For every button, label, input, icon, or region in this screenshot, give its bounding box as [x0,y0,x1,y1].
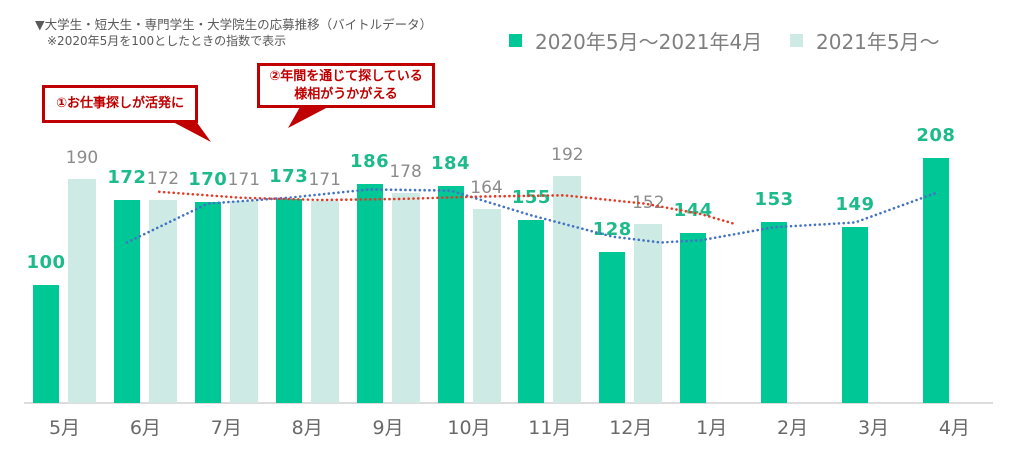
annotation-box-1: ①お仕事探しが活発に [42,85,211,142]
bar-10月-series1 [472,209,501,403]
bar-9月-series0 [356,184,383,403]
value-label-6月-series0: 172 [107,167,147,188]
value-label-9月-series0: 186 [350,151,390,172]
x-axis-label-6月: 6月 [129,417,161,439]
bar-12月-series0 [599,252,626,403]
x-axis-label-3月: 3月 [857,417,890,439]
x-axis-label-5月: 5月 [48,417,81,439]
value-label-11月-series1: 192 [551,145,584,165]
x-axis-label-10月: 10月 [447,417,491,439]
annotation-text-2-line1: ②年間を通じて探している [269,68,423,84]
x-axis-label-4月: 4月 [938,417,970,439]
value-label-8月-series1: 171 [308,170,341,190]
value-label-10月-series1: 164 [470,178,503,198]
chart-title: ▼大学生・短大生・専門学生・大学院生の応募推移（バイトルデータ） [35,17,433,32]
value-label-10月-series0: 184 [430,153,471,174]
chart-title-block: ▼大学生・短大生・専門学生・大学院生の応募推移（バイトルデータ） ※2020年5… [35,17,432,49]
value-label-9月-series1: 178 [389,162,422,182]
value-label-5月-series1: 190 [65,148,99,168]
bar-8月-series0 [275,199,302,403]
annotation-text-2-line2: 様相がうかがえる [294,86,398,102]
value-label-4月-series0: 208 [916,125,956,146]
x-axis-label-7月: 7月 [210,417,242,439]
bar-10月-series0 [437,186,464,403]
x-axis-line [24,402,993,404]
bar-3月-series0 [842,227,868,403]
bar-11月-series0 [518,220,545,403]
x-axis-label-1月: 1月 [696,417,728,439]
bar-5月-series0 [33,285,59,403]
value-label-7月-series1: 171 [227,170,261,190]
bar-1月-series0 [680,233,707,403]
annotation-box-2: ②年間を通じて探している 様相がうかがえる [257,63,435,128]
legend-swatch-2020 [509,34,522,47]
chart-subtitle: ※2020年5月を100としたときの指数で表示 [47,33,287,48]
bar-6月-series0 [113,200,140,403]
bar-11月-series1 [553,176,582,403]
x-axis-label-2月: 2月 [777,417,809,439]
bar-8月-series1 [310,201,339,403]
x-axis-label-9月: 9月 [372,417,404,439]
bar-7月-series0 [194,202,221,403]
x-axis-label-12月: 12月 [609,417,653,439]
legend-item-2021: 2021年5月〜 [790,26,940,55]
bar-12月-series1 [634,224,663,403]
value-label-6月-series1: 172 [146,169,180,189]
legend-label-2021: 2021年5月〜 [816,30,940,54]
value-label-3月-series0: 149 [835,194,875,215]
legend-item-2020: 2020年5月〜2021年4月 [509,26,762,55]
value-label-5月-series0: 100 [26,252,66,273]
bar-5月-series1 [68,179,96,403]
value-label-2月-series0: 153 [754,189,794,210]
value-label-8月-series0: 173 [269,166,309,187]
bar-9月-series1 [391,193,420,403]
x-axis-label-8月: 8月 [291,417,323,439]
value-label-12月-series0: 128 [592,219,632,240]
value-label-7月-series0: 170 [188,169,228,190]
annotation-text-1: ①お仕事探しが活発に [55,96,184,112]
bar-7月-series1 [229,201,258,403]
legend-swatch-2021 [790,34,803,47]
value-label-12月-series1: 152 [632,193,665,213]
bar-4月-series0 [922,158,949,403]
legend-label-2020: 2020年5月〜2021年4月 [535,30,763,54]
bar-2月-series0 [761,222,788,403]
x-axis-label-11月: 11月 [528,417,572,439]
bar-6月-series1 [148,200,177,403]
